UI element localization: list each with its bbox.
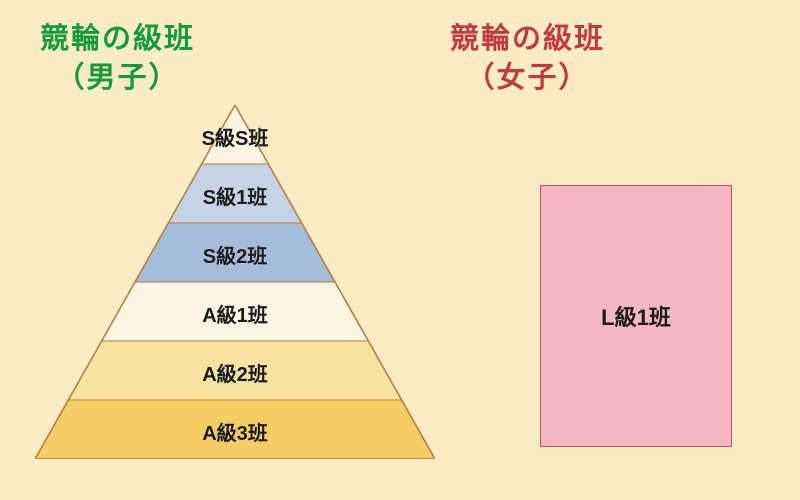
women-box-label: L級1班 — [601, 300, 671, 332]
women-title-line2: （女子） — [466, 62, 590, 94]
men-pyramid: S級S班S級1班S級2班A級1班A級2班A級3班 — [35, 105, 435, 459]
men-title-line2: （男子） — [56, 62, 180, 94]
pyramid-tier-0 — [202, 105, 269, 164]
pyramid-tier-5 — [35, 400, 435, 459]
men-title-line1: 競輪の級班 — [40, 23, 195, 55]
women-title: 競輪の級班 （女子） — [450, 20, 605, 98]
pyramid-tier-3 — [102, 282, 369, 341]
pyramid-tier-4 — [68, 341, 401, 400]
women-category-box: L級1班 — [540, 185, 732, 447]
men-title: 競輪の級班 （男子） — [40, 20, 195, 98]
pyramid-tier-2 — [135, 223, 335, 282]
pyramid-tier-1 — [168, 164, 301, 223]
women-title-line1: 競輪の級班 — [450, 23, 605, 55]
pyramid-svg — [35, 105, 435, 459]
